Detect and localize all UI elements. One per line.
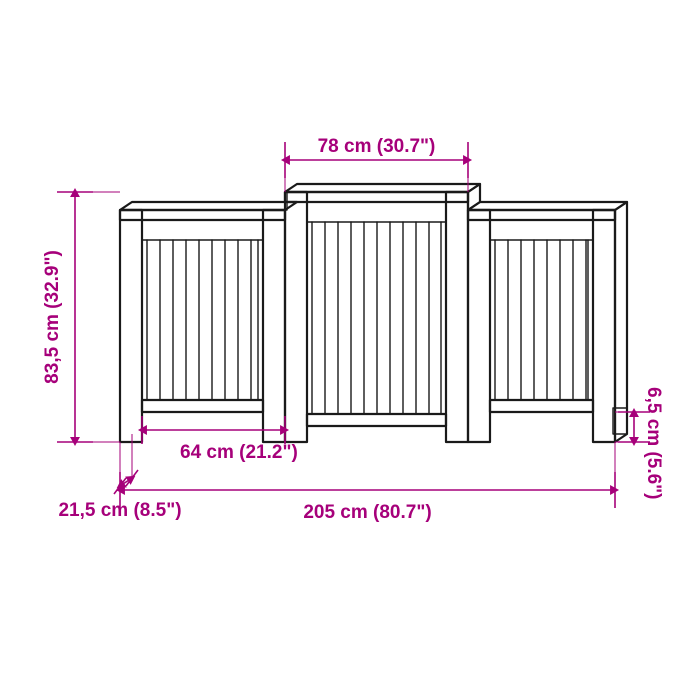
left-panel	[120, 210, 285, 442]
dim-top-width-label: 78 cm (30.7")	[318, 136, 436, 157]
dim-foot-height: 6,5 cm (5.6")	[615, 387, 664, 500]
dim-total-width-label: 205 cm (80.7")	[303, 502, 431, 523]
dim-height-label: 83,5 cm (32.9")	[42, 250, 63, 384]
dim-top-width: 78 cm (30.7")	[285, 136, 468, 178]
dimensions: 78 cm (30.7") 83,5 cm (32.9") 64 cm (21.2"…	[42, 136, 664, 523]
dim-inner-left: 64 cm (21.2")	[142, 416, 298, 463]
dim-total-width: 205 cm (80.7")	[120, 472, 615, 523]
dim-depth-label: 21,5 cm (8.5")	[58, 500, 181, 521]
dim-depth: 21,5 cm (8.5")	[58, 434, 181, 521]
middle-panel	[285, 192, 468, 442]
dim-height: 83,5 cm (32.9")	[42, 192, 93, 442]
dim-foot-height-label: 6,5 cm (5.6")	[643, 387, 664, 500]
right-panel	[468, 210, 615, 442]
product-outline	[120, 184, 627, 442]
dim-inner-left-label: 64 cm (21.2")	[180, 442, 298, 463]
dimension-diagram: 78 cm (30.7") 83,5 cm (32.9") 64 cm (21.2"…	[0, 0, 700, 700]
